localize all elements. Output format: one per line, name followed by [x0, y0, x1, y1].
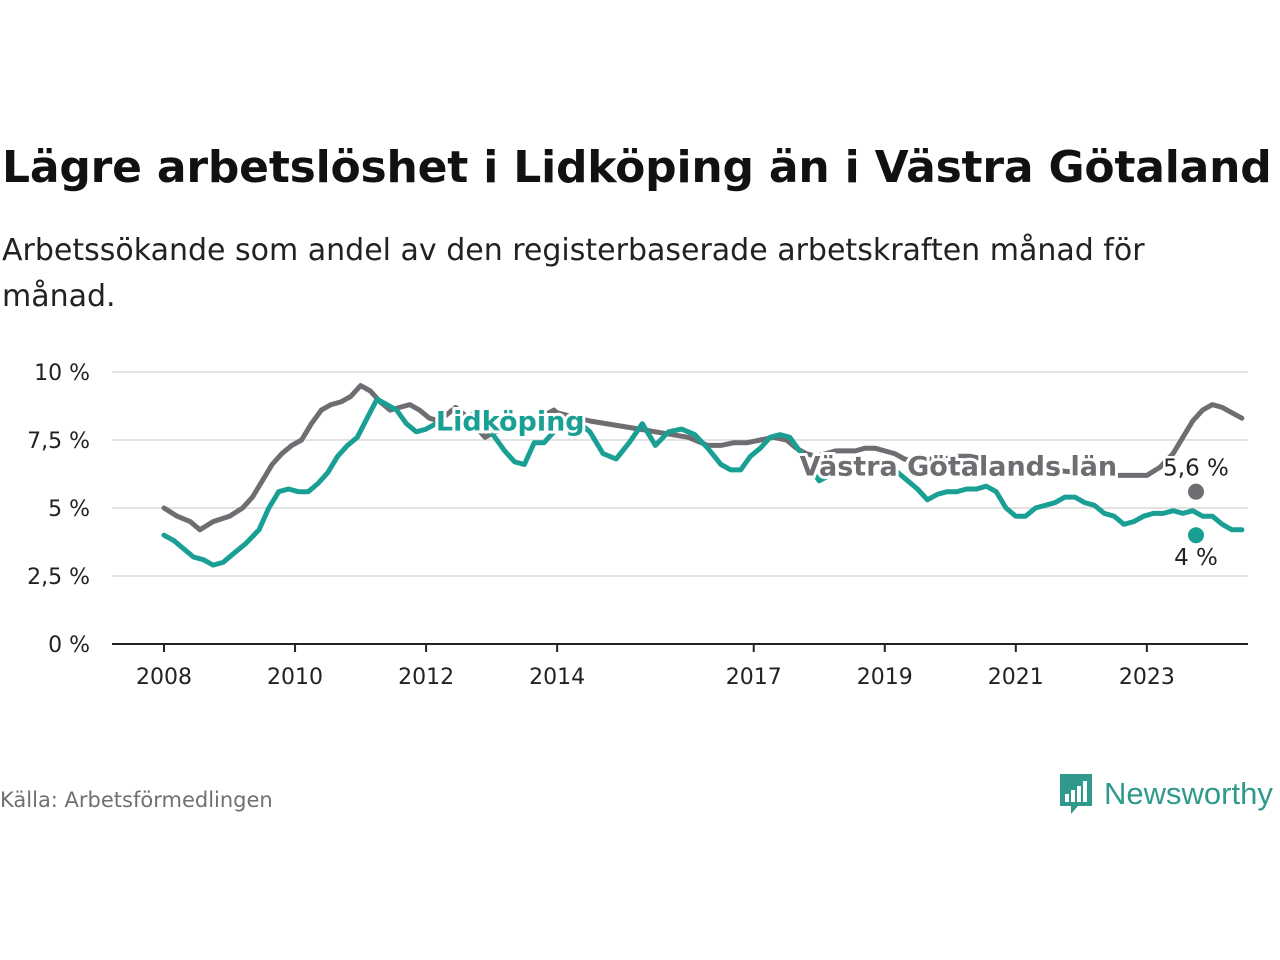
chart-title: Lägre arbetslöshet i Lidköping än i Väst… — [2, 142, 1272, 193]
series-label-lidk-ping: Lidköping — [436, 406, 585, 437]
x-tick-label: 2019 — [857, 665, 913, 690]
x-tick-label: 2008 — [136, 665, 192, 690]
end-point-lidk-ping — [1188, 527, 1204, 544]
source-note: Källa: Arbetsförmedlingen — [0, 788, 273, 812]
x-tick-label: 2017 — [726, 665, 782, 690]
y-tick-label: 7,5 % — [27, 429, 90, 454]
end-label-lidk-ping: 4 % — [1174, 545, 1218, 571]
x-tick-label: 2012 — [398, 665, 454, 690]
series-label-v-stra-g-talands-l-n: Västra Götalands län — [800, 451, 1118, 482]
bar-chart-icon — [1060, 774, 1092, 814]
line-layer — [161, 383, 1245, 568]
brand-name: Newsworthy — [1104, 776, 1273, 811]
x-tick-label: 2021 — [988, 665, 1044, 690]
y-tick-label: 10 % — [34, 361, 90, 386]
end-point-v-stra-g-talands-l-n — [1188, 483, 1204, 500]
label-layer: 5,6 % 4 % Västra Götalands län Lidköping — [433, 403, 1231, 573]
y-tick-label: 5 % — [48, 497, 90, 522]
y-tick-label: 2,5 % — [27, 565, 90, 590]
x-tick-label: 2014 — [529, 665, 585, 690]
line-chart: 0 % 2,5 % 5 % 7,5 % 10 % 2008 2010 2012 2014 2017… — [27, 361, 1248, 690]
x-tick-label: 2023 — [1119, 665, 1175, 690]
chart-subtitle: Arbetssökande som andel av den registerb… — [2, 233, 1145, 314]
series-line-lidk-ping — [161, 396, 1245, 568]
x-tick-label: 2010 — [267, 665, 323, 690]
y-tick-label: 0 % — [48, 633, 90, 658]
newsworthy-logo: Newsworthy — [1058, 772, 1273, 816]
end-label-v-stra-g-talands-l-n: 5,6 % — [1163, 456, 1229, 482]
